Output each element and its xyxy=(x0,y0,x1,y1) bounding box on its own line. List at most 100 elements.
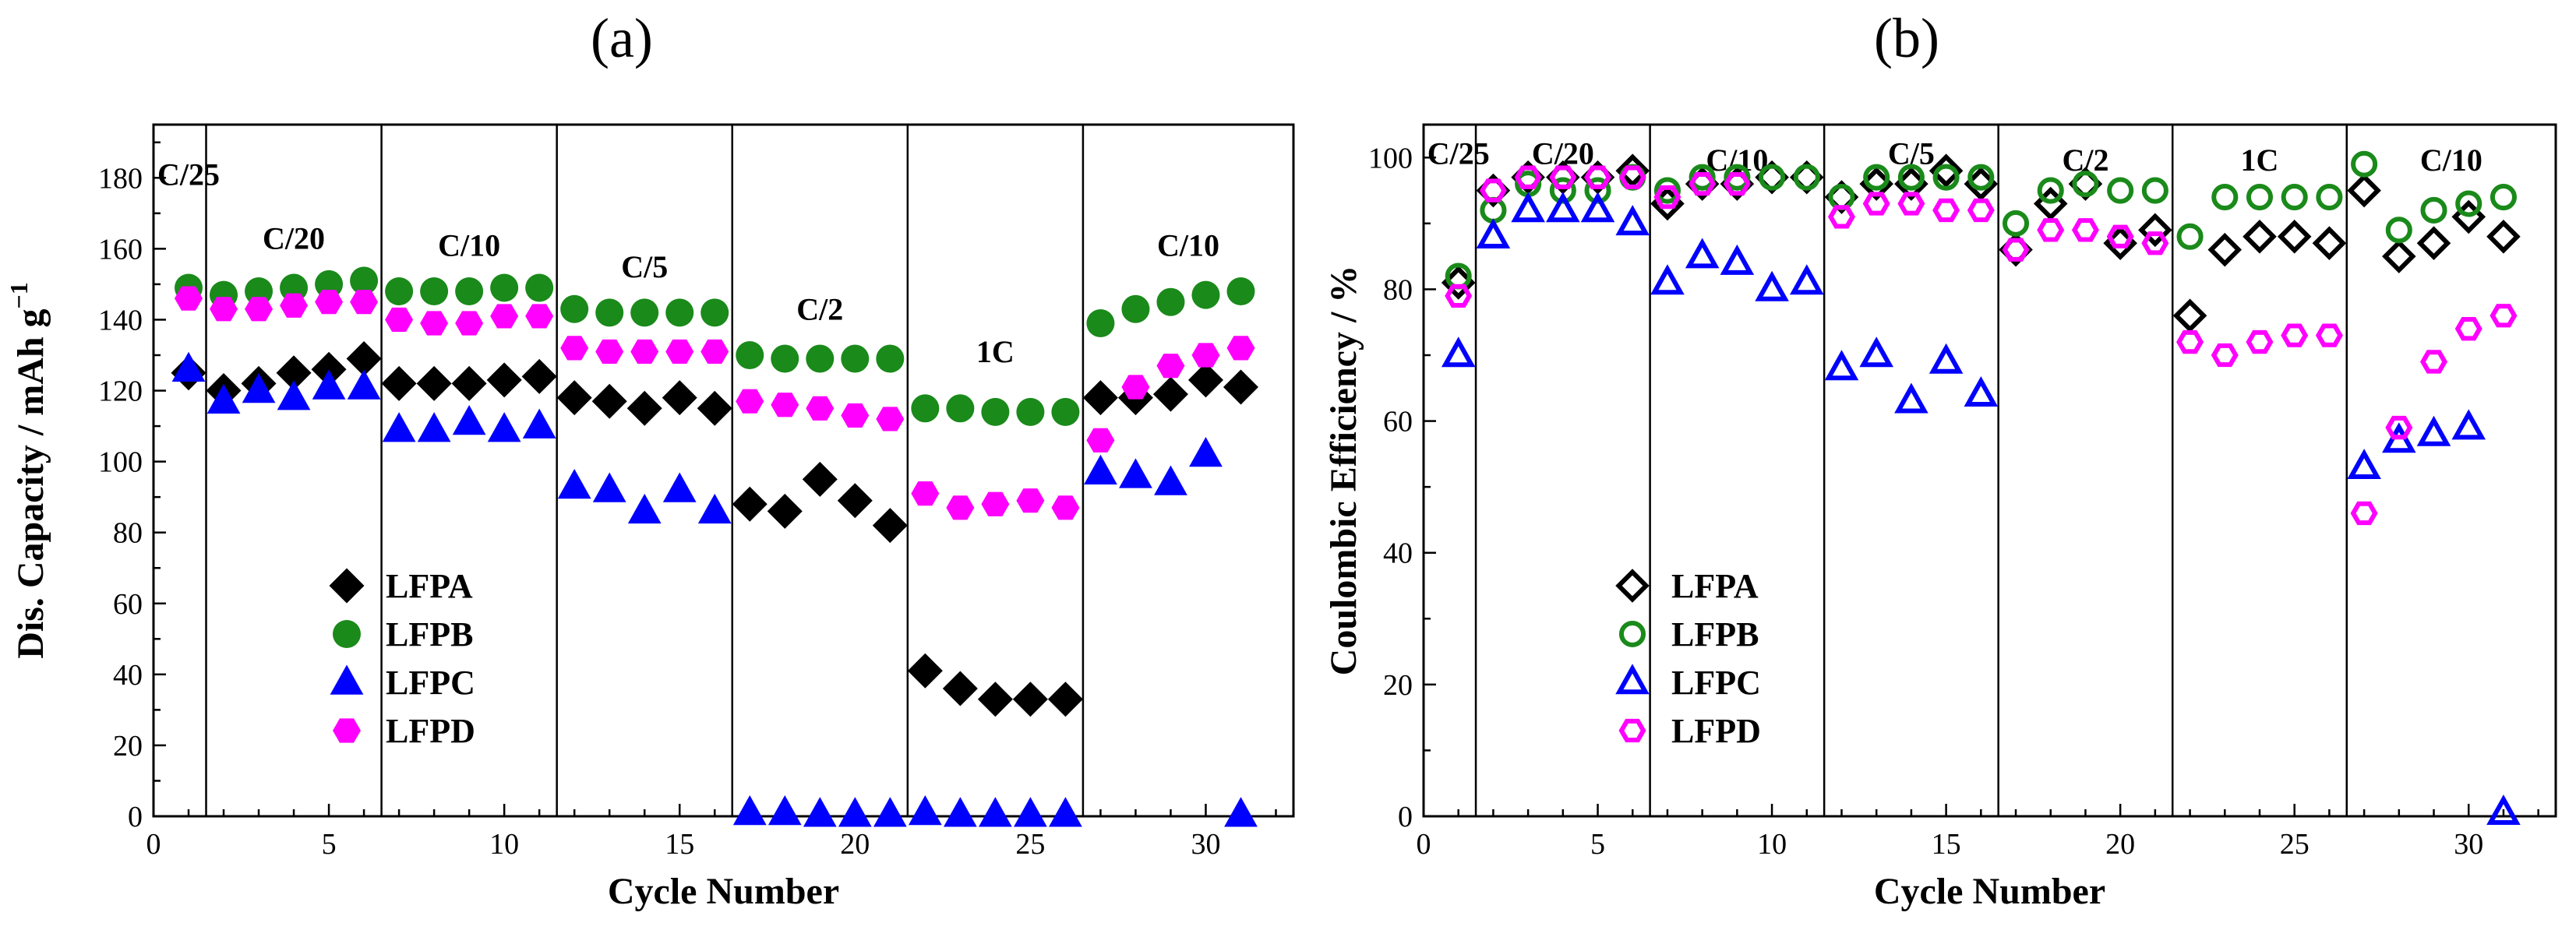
data-point-lfpd xyxy=(1479,178,1507,203)
data-point-lfpc xyxy=(943,797,977,827)
data-point-lfpb xyxy=(981,397,1010,426)
y-tick-label: 40 xyxy=(113,659,143,692)
data-point-lfpd xyxy=(1445,284,1473,308)
y-axis-label: Dis. Capacity / mAh g−1 xyxy=(5,282,51,659)
data-point-lfpc xyxy=(2451,409,2486,440)
data-point-lfpa xyxy=(732,486,768,522)
data-point-lfpb xyxy=(1828,183,1855,211)
data-point-lfpc xyxy=(908,794,942,826)
legend-label-lfpd: LFPD xyxy=(1671,712,1761,750)
data-point-lfpc xyxy=(206,383,241,414)
data-point-lfpb xyxy=(1793,164,1820,191)
data-point-lfpb xyxy=(1724,164,1751,191)
rate-region-label: C/25 xyxy=(157,157,220,192)
data-point-lfpd xyxy=(946,495,975,520)
data-point-lfpc xyxy=(1894,382,1928,414)
y-tick-label: 60 xyxy=(1383,406,1413,439)
data-point-lfpc xyxy=(838,797,872,827)
data-point-lfpd xyxy=(245,297,273,322)
data-point-lfpa xyxy=(1047,682,1083,717)
data-point-lfpd xyxy=(2315,323,2343,347)
data-point-lfpb xyxy=(1226,277,1255,306)
rate-region-label: 1C xyxy=(2241,143,2279,178)
data-point-lfpb xyxy=(1156,287,1185,316)
chart-a-capacity: 0 5 10 15 20 25 30 0 20 40 60 80 100 120 140 160 180 Cycl… xyxy=(5,123,1295,912)
data-point-lfpc xyxy=(1084,454,1117,485)
data-point-lfpb xyxy=(2351,150,2378,178)
rate-region-label: C/10 xyxy=(438,227,500,262)
data-point-lfpc xyxy=(522,408,556,439)
data-point-lfpc xyxy=(627,493,662,524)
data-point-lfpa xyxy=(907,653,943,689)
data-point-lfpc xyxy=(277,380,311,410)
data-point-lfpd xyxy=(1689,171,1717,196)
data-point-lfpd xyxy=(1862,192,1890,216)
data-point-lfpa xyxy=(1152,376,1188,412)
data-point-lfpd xyxy=(1827,205,1855,229)
data-point-lfpc xyxy=(1928,343,1964,374)
data-point-lfpb xyxy=(2385,217,2412,244)
data-point-lfpc xyxy=(697,493,732,524)
data-point-lfpc xyxy=(1859,336,1893,368)
data-point-lfpa xyxy=(2382,239,2416,273)
data-point-lfpb xyxy=(560,294,589,323)
data-point-lfpb xyxy=(2246,183,2274,211)
data-point-lfpd xyxy=(876,407,905,432)
data-point-lfpd xyxy=(420,311,449,336)
data-point-lfpc xyxy=(732,794,767,826)
data-point-lfpc xyxy=(2347,449,2381,480)
y-tick-label: 180 xyxy=(98,162,143,195)
y-tick-label: 40 xyxy=(1383,537,1413,570)
x-tick-label: 10 xyxy=(1757,828,1787,861)
data-point-lfpb xyxy=(350,266,379,295)
data-point-lfpb xyxy=(2490,183,2517,211)
legend-label-lfpd: LFPD xyxy=(386,712,475,750)
data-point-lfpd xyxy=(1549,165,1577,189)
y-tick-label: 80 xyxy=(113,517,143,550)
data-point-lfpd xyxy=(700,339,729,365)
x-tick-label: 15 xyxy=(665,828,694,861)
data-point-lfpd xyxy=(2490,304,2518,328)
y-tick-label: 120 xyxy=(98,375,143,408)
data-point-lfpa xyxy=(697,390,732,426)
data-point-lfpd xyxy=(2454,317,2482,341)
x-tick-label: 20 xyxy=(2105,828,2135,861)
data-point-lfpd xyxy=(1897,192,1925,216)
data-point-lfpc xyxy=(662,472,697,502)
legend-label-lfpb: LFPB xyxy=(1671,615,1759,653)
data-point-lfpc xyxy=(1824,350,1859,381)
data-point-lfpb xyxy=(1549,177,1576,204)
data-point-lfpd xyxy=(350,290,379,315)
y-axis-label-superscript: −1 xyxy=(5,282,33,308)
data-point-lfpb xyxy=(2211,183,2239,211)
chart-b-coulombic-efficiency: 0 5 10 15 20 25 30 0 20 40 60 80 100 Cycle Number Coul… xyxy=(1323,123,2557,912)
data-point-lfpd xyxy=(665,339,694,365)
data-point-lfpb xyxy=(2002,210,2030,237)
data-point-lfpd xyxy=(806,396,835,421)
rate-region-label: 1C xyxy=(976,334,1015,369)
data-point-lfpb xyxy=(1863,164,1890,191)
data-point-lfpb xyxy=(420,277,449,306)
data-point-lfpb xyxy=(1932,164,1960,191)
x-tick-label: 30 xyxy=(1191,828,1220,861)
y-tick-label: 0 xyxy=(128,801,143,833)
y-tick-label: 100 xyxy=(98,446,143,479)
data-point-lfpb xyxy=(1191,280,1220,309)
data-point-lfpa xyxy=(521,358,557,394)
data-point-lfpa xyxy=(2172,298,2207,333)
data-point-lfpa xyxy=(591,383,627,419)
data-point-lfpc xyxy=(2486,794,2521,826)
data-point-lfpc xyxy=(1119,458,1152,488)
data-point-lfpb xyxy=(1584,177,1611,204)
rate-region-label: C/2 xyxy=(796,291,843,326)
data-point-lfpc xyxy=(2416,415,2451,446)
data-point-lfpc xyxy=(312,369,346,400)
legend-marker-lfpb xyxy=(333,620,361,648)
data-point-lfpd xyxy=(981,491,1010,516)
data-point-lfpb xyxy=(490,273,519,302)
legend-marker-lfpd xyxy=(1618,718,1646,743)
data-point-lfpc xyxy=(1650,264,1685,295)
legend-label-lfpc: LFPC xyxy=(1671,664,1761,702)
data-point-lfpc xyxy=(1685,238,1720,269)
data-point-lfpd xyxy=(1723,171,1751,196)
